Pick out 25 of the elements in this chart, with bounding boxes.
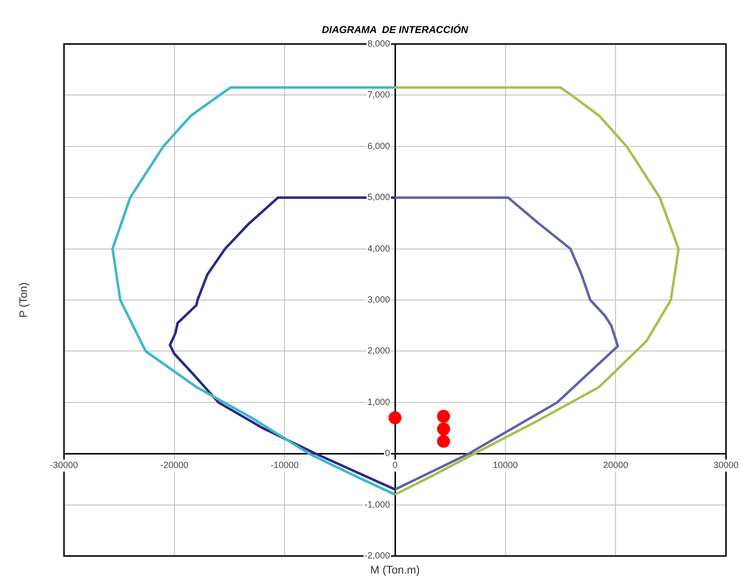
y-tick-label: 8,000 [367, 38, 390, 48]
y-tick-label: 7,000 [367, 90, 390, 100]
x-axis-title: M (Ton.m) [370, 564, 420, 577]
y-tick-label: -1,000 [364, 499, 390, 510]
x-tick-label: -10000 [270, 460, 299, 470]
y-tick-label: 5,000 [367, 192, 390, 202]
x-tick-label: -20000 [160, 460, 188, 470]
point [437, 434, 450, 448]
x-tick-label: 0 [392, 460, 398, 470]
x-tick-label: 10000 [492, 460, 518, 470]
y-tick-label: 3,000 [367, 294, 390, 304]
x-tick-label: 30000 [713, 460, 739, 470]
x-tick-label: -30000 [50, 460, 78, 470]
y-tick-label: 0 [384, 448, 390, 458]
x-tick-label: 20000 [603, 460, 628, 470]
point [437, 422, 450, 436]
y-tick-label: 6,000 [367, 140, 390, 151]
point [388, 411, 402, 424]
chart-title: DIAGRAMA DE INTERACCIÓN [322, 24, 469, 36]
point [437, 410, 450, 423]
y-tick-label: 4,000 [367, 243, 390, 254]
y-tick-label: 1,000 [367, 396, 390, 407]
y-axis-title: P (Ton) [18, 282, 30, 318]
y-tick-label: -2,000 [364, 550, 390, 560]
y-tick-label: 2,000 [367, 346, 390, 356]
